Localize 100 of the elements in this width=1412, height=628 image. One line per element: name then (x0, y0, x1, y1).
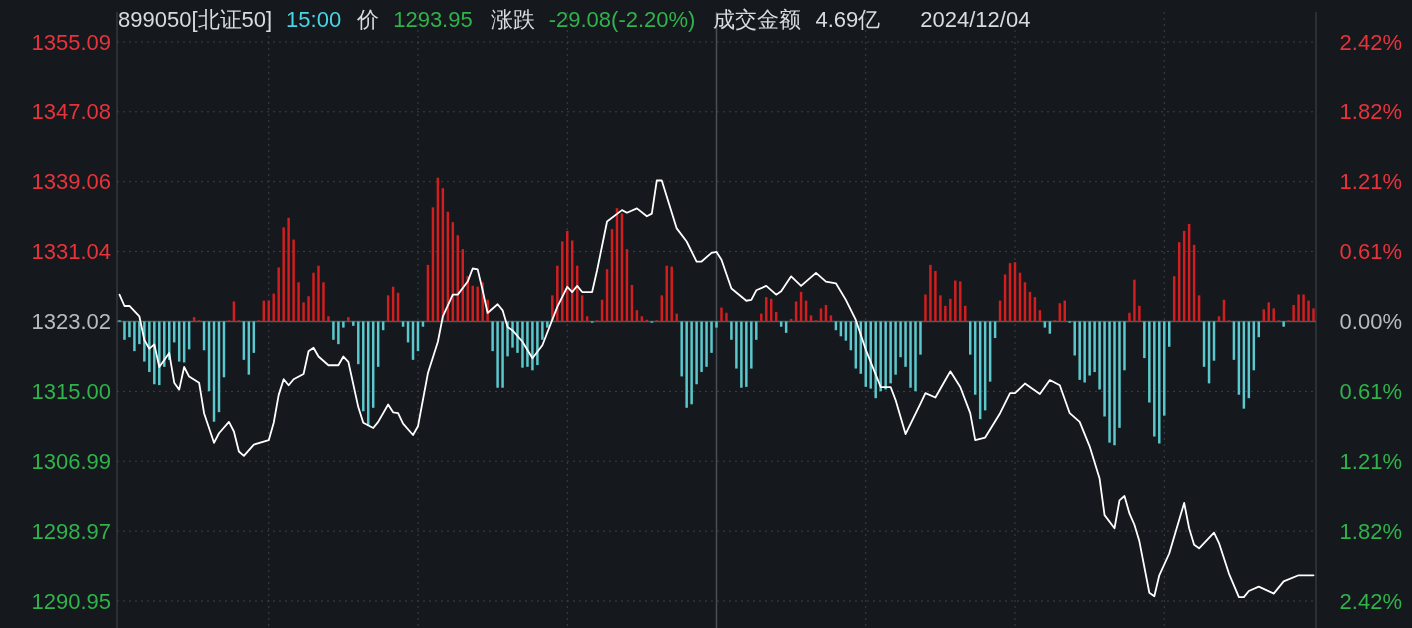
bar (670, 266, 673, 322)
bar (899, 321, 902, 358)
y-tick-label: 1323.02 (31, 309, 111, 334)
text: 价 (356, 7, 380, 32)
bar (829, 315, 833, 322)
bar (123, 321, 126, 340)
bar (491, 321, 494, 352)
bar (158, 321, 161, 386)
bar (730, 321, 733, 340)
bar (138, 321, 141, 345)
bar (556, 265, 559, 322)
y-tick-label: 1347.08 (31, 99, 111, 125)
y2-tick-label: 0.61% (1339, 238, 1402, 264)
bar (163, 321, 166, 367)
bar (496, 321, 499, 388)
bar (944, 305, 947, 322)
bar (735, 321, 738, 369)
bar (869, 321, 872, 389)
y-tick-label: 1339.06 (31, 169, 111, 195)
bar (1093, 321, 1096, 373)
y2-tick-label: 1.82% (1339, 519, 1402, 545)
bar (949, 298, 952, 322)
y2-tick-label: 1.21% (1339, 169, 1402, 195)
bar (919, 321, 922, 355)
bar (904, 321, 907, 367)
y-tick-label: 1331.04 (31, 239, 111, 265)
bar (1148, 321, 1151, 403)
bar (312, 272, 315, 322)
bar (934, 270, 937, 322)
bar (1267, 302, 1270, 322)
y-tick-label: 1306.99 (31, 448, 111, 474)
bar (317, 265, 320, 322)
text: 1293.95 (393, 7, 473, 32)
bar (501, 321, 504, 388)
bar (337, 321, 340, 345)
bar (894, 321, 897, 375)
bar (640, 316, 644, 322)
bar (471, 285, 474, 322)
bar (675, 313, 678, 322)
bar (959, 281, 962, 322)
bar (1163, 321, 1166, 416)
bar (680, 321, 683, 377)
bar (1128, 312, 1131, 322)
bar (476, 286, 479, 322)
bar (750, 321, 753, 369)
bar (725, 312, 728, 322)
bar (1088, 321, 1091, 376)
bar (362, 321, 365, 412)
bar (297, 282, 300, 322)
bar (939, 295, 942, 322)
bar (153, 321, 156, 385)
text: 2024/12/04 (920, 7, 1031, 32)
y2-tick-label: 0.61% (1339, 379, 1402, 405)
bar (760, 313, 763, 322)
bar (755, 321, 758, 340)
bar (1133, 279, 1136, 322)
bar (705, 321, 708, 367)
bar (1083, 321, 1086, 383)
bar (128, 321, 131, 338)
bar (357, 321, 360, 365)
bar (352, 321, 355, 326)
text: 15:00 (286, 7, 342, 32)
bar (874, 321, 877, 399)
bar (1158, 321, 1161, 444)
bar (1312, 308, 1315, 322)
bar (715, 321, 718, 328)
bar (929, 264, 932, 322)
bar (1073, 321, 1076, 356)
text: 成交金额 (713, 7, 802, 32)
bar (277, 267, 280, 322)
text: -29.08(-2.20%) (548, 7, 696, 32)
bar (1098, 321, 1101, 390)
bar (1297, 294, 1300, 322)
y2-tick-label: 1.21% (1339, 448, 1402, 474)
bar (526, 321, 529, 367)
y-tick-label: 1355.09 (31, 29, 111, 55)
bar (267, 300, 270, 322)
bar (327, 316, 330, 322)
bar (536, 321, 539, 366)
bar (1307, 300, 1310, 322)
bar (192, 317, 196, 322)
bar (884, 321, 887, 390)
bar (332, 321, 335, 340)
y-tick-label: 1315.00 (31, 378, 111, 404)
bar (287, 217, 290, 322)
y-tick-label: 1290.95 (31, 588, 111, 614)
bar (1123, 321, 1126, 371)
bar (879, 321, 882, 392)
bar (307, 296, 310, 322)
bar (924, 294, 927, 322)
bar (561, 241, 564, 322)
bar (809, 315, 813, 322)
bar (1292, 304, 1295, 322)
bar (710, 321, 713, 353)
bar (292, 239, 295, 322)
bar (1143, 321, 1146, 359)
y-tick-label: 1298.97 (31, 518, 111, 544)
bar (740, 321, 743, 388)
bar (342, 321, 345, 328)
chart-title: 899050[北证50] (118, 7, 273, 32)
